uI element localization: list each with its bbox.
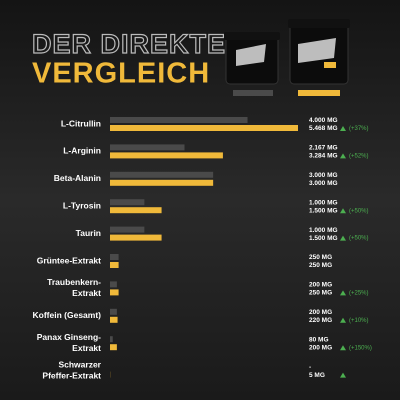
value-label: 1.000 MG: [309, 199, 338, 206]
title-line-2: VERGLEICH: [32, 58, 210, 90]
increase-arrow: [340, 317, 346, 323]
legend-swatch-new: [298, 90, 340, 96]
value-label: 80 MG: [309, 336, 329, 343]
bar: [110, 117, 248, 123]
category-label: Schwarzer: [58, 359, 101, 369]
legend-swatch-old: [233, 90, 273, 96]
bar: [110, 344, 117, 351]
bar: [110, 254, 119, 260]
value-label: 5 MG: [309, 372, 325, 379]
value-label: 200 MG: [309, 344, 332, 351]
category-label: Beta-Alanin: [54, 173, 101, 183]
value-label: 2.167 MG: [309, 145, 338, 152]
bar: [110, 262, 119, 268]
bar: [110, 316, 118, 323]
increase-arrow: [340, 290, 346, 296]
increase-arrow: [340, 153, 346, 159]
bar: [110, 234, 162, 241]
category-label: Panax Ginseng-: [37, 332, 101, 342]
value-label: -: [309, 364, 311, 371]
category-label: Taurin: [76, 228, 101, 238]
change-label: (+150%): [349, 345, 372, 351]
category-label: Pfeffer-Extrakt: [42, 370, 101, 380]
change-label: (+50%): [349, 208, 369, 214]
category-label: Traubenkern-: [47, 277, 101, 287]
category-label: Extrakt: [72, 288, 101, 298]
change-label: (+37%): [349, 126, 369, 132]
change-label: (+52%): [349, 153, 369, 159]
value-label: 200 MG: [309, 282, 332, 289]
value-label: 250 MG: [309, 254, 332, 261]
increase-arrow: [340, 345, 346, 351]
change-label: (+50%): [349, 236, 369, 242]
increase-arrow: [340, 126, 346, 131]
value-label: 4.000 MG: [309, 117, 338, 124]
plot: L-Citrullin 4.000 MG5.468 MG (+37%) L-Argin…: [33, 117, 372, 380]
value-label: 220 MG: [309, 317, 332, 324]
bar: [110, 125, 298, 131]
change-label: (+25%): [349, 290, 369, 296]
bar: [110, 308, 117, 315]
value-label: 3.284 MG: [309, 153, 338, 160]
bar: [110, 281, 117, 288]
value-label: 250 MG: [309, 262, 332, 269]
value-label: 5.468 MG: [309, 125, 338, 132]
bar: [110, 226, 145, 233]
value-label: 3.000 MG: [309, 172, 338, 179]
category-label: L-Arginin: [63, 146, 101, 156]
bar: [110, 207, 162, 214]
value-label: 200 MG: [309, 309, 332, 316]
value-label: 3.000 MG: [309, 180, 338, 187]
increase-arrow: [340, 235, 346, 241]
category-label: L-Tyrosin: [63, 200, 101, 210]
bar: [110, 336, 113, 343]
bar: [110, 289, 119, 296]
bar: [110, 179, 214, 186]
product-new: [288, 19, 350, 85]
category-label: Grüntee-Extrakt: [37, 255, 101, 265]
bar: [110, 152, 223, 159]
category-label: Extrakt: [72, 343, 101, 353]
change-label: (+10%): [349, 318, 369, 324]
bar: [110, 144, 185, 151]
increase-arrow: [340, 208, 346, 214]
bar: [110, 171, 214, 178]
product-old: [224, 32, 280, 85]
bar: [110, 199, 145, 206]
category-label: L-Citrullin: [61, 118, 101, 128]
title-line-1: DER DIREKTE: [32, 29, 226, 59]
value-label: 1.500 MG: [309, 235, 338, 242]
value-label: 1.000 MG: [309, 227, 338, 234]
value-label: 250 MG: [309, 290, 332, 297]
value-label: 1.500 MG: [309, 207, 338, 214]
increase-arrow: [340, 372, 346, 378]
category-label: Koffein (Gesamt): [33, 310, 102, 320]
